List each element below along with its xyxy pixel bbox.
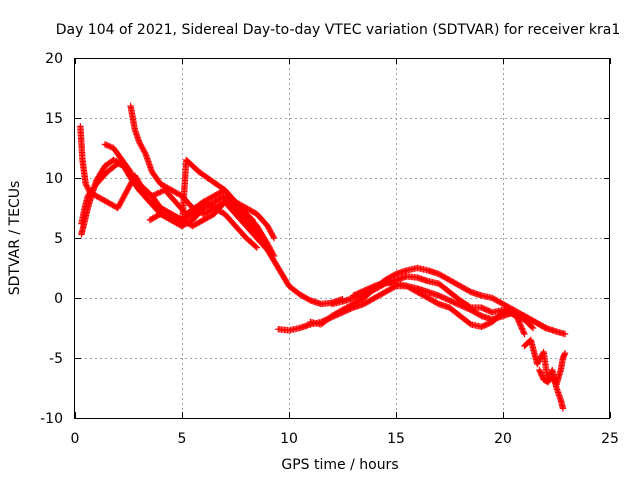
data-point: [270, 234, 278, 242]
trace-marker: [518, 325, 526, 332]
trace-marker: [516, 319, 523, 326]
x-tick-label: 20: [494, 431, 512, 447]
data-point: [264, 246, 271, 254]
data-point: [82, 180, 89, 188]
trace-marker: [518, 323, 525, 331]
trace-marker: [157, 188, 164, 196]
trace-marker: [83, 182, 90, 189]
trace-marker: [83, 183, 91, 190]
y-tick-label: -10: [40, 411, 63, 427]
data-point: [510, 306, 517, 314]
trace-marker: [514, 316, 522, 324]
axis-ticks: [75, 58, 611, 419]
trace-marker: [514, 315, 521, 322]
y-axis-label: SDTVAR / TECUs: [7, 181, 23, 296]
trace-marker: [536, 368, 544, 375]
y-tick-label: 0: [54, 291, 63, 307]
trace-marker: [270, 233, 277, 240]
trace-marker: [153, 190, 160, 198]
trace-marker: [520, 329, 527, 336]
trace-marker: [513, 313, 521, 321]
trace-marker: [515, 318, 522, 325]
grid-lines: [75, 58, 610, 418]
trace-marker: [537, 369, 544, 376]
x-tick-label: 5: [178, 431, 187, 447]
trace-marker: [516, 320, 524, 328]
tick-labels: 0 5 10 15 20 25 -10 -5 0 5 10 15 20: [40, 51, 619, 447]
trace-marker: [549, 374, 557, 381]
data-point: [253, 244, 261, 251]
y-tick-label: 10: [45, 171, 63, 187]
x-tick-label: 0: [71, 431, 80, 447]
trace-marker: [519, 326, 526, 333]
trace-marker: [263, 245, 270, 253]
trace-marker: [538, 370, 545, 378]
chart-title: Day 104 of 2021, Sidereal Day-to-day VTE…: [56, 22, 621, 38]
data-point: [529, 324, 537, 332]
data-point: [536, 366, 543, 374]
x-tick-label: 15: [387, 431, 405, 447]
y-tick-label: 5: [54, 231, 63, 247]
trace-marker: [154, 190, 161, 197]
x-tick-label: 25: [601, 431, 619, 447]
y-tick-label: 20: [45, 51, 63, 67]
y-tick-label: 15: [45, 111, 63, 127]
trace-marker: [517, 322, 524, 329]
data-point: [559, 405, 567, 412]
trace-marker: [539, 373, 546, 381]
x-axis-label: GPS time / hours: [281, 457, 398, 473]
trace-marker: [528, 323, 536, 331]
data-point: [561, 350, 569, 357]
y-tick-label: -5: [49, 351, 63, 367]
data-point: [521, 330, 528, 338]
trace-marker: [511, 309, 519, 317]
trace-marker: [511, 308, 518, 315]
data-point: [549, 372, 556, 380]
trace-marker: [513, 312, 520, 319]
data-point: [561, 330, 569, 338]
trace-marker: [141, 149, 149, 156]
trace-marker: [519, 327, 527, 335]
data-points: [77, 102, 569, 412]
trace-marker: [252, 243, 259, 250]
x-tick-label: 10: [280, 431, 298, 447]
trace-marker: [155, 189, 163, 196]
trace-marker: [538, 372, 546, 379]
trace-marker: [512, 311, 519, 318]
